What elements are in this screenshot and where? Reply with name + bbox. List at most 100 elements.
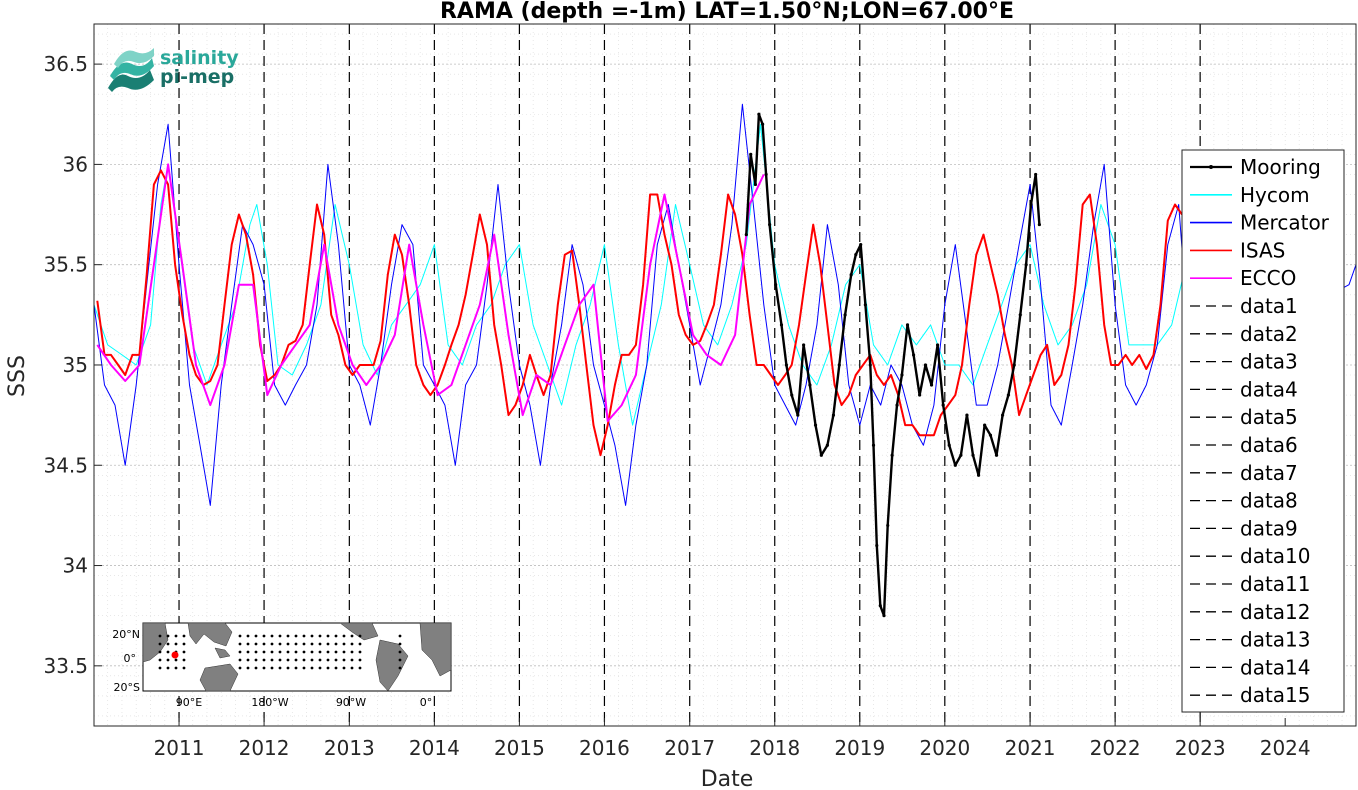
legend-item: data8 bbox=[1190, 489, 1298, 513]
mooring-dot bbox=[302, 666, 306, 670]
mooring-dot bbox=[342, 666, 346, 670]
legend-label: data4 bbox=[1240, 377, 1298, 401]
x-tick-label: 2015 bbox=[494, 736, 545, 760]
mooring-dot bbox=[262, 650, 266, 654]
x-tick-label: 2017 bbox=[664, 736, 715, 760]
mooring-point bbox=[929, 383, 934, 387]
legend-item: data2 bbox=[1190, 322, 1298, 346]
mooring-dot bbox=[294, 658, 298, 662]
y-tick-label: 34 bbox=[63, 554, 88, 578]
mooring-point bbox=[1034, 172, 1038, 177]
mooring-dot bbox=[398, 634, 402, 638]
x-tick-label: 2022 bbox=[1090, 736, 1141, 760]
mooring-point bbox=[918, 393, 922, 397]
plot-frame bbox=[93, 23, 1357, 727]
mooring-dot bbox=[326, 658, 330, 662]
mooring-point bbox=[779, 323, 784, 327]
mooring-point bbox=[959, 453, 963, 457]
legend-label: Mooring bbox=[1240, 155, 1321, 179]
mooring-point bbox=[905, 323, 910, 327]
mooring-dot bbox=[158, 642, 162, 646]
mooring-point bbox=[831, 413, 836, 417]
mooring-dot bbox=[254, 666, 258, 670]
mooring-point bbox=[947, 443, 951, 447]
mooring-dot bbox=[158, 634, 162, 638]
mooring-dot bbox=[166, 634, 170, 638]
mooring-dot bbox=[342, 634, 346, 638]
mooring-dot bbox=[334, 634, 338, 638]
mooring-point bbox=[871, 443, 876, 447]
mooring-dot bbox=[334, 642, 338, 646]
mooring-dot bbox=[318, 658, 322, 662]
mooring-dot bbox=[350, 658, 354, 662]
mooring-point bbox=[863, 303, 867, 307]
mooring-dot bbox=[310, 666, 314, 670]
mooring-point bbox=[843, 313, 847, 317]
mooring-dot bbox=[302, 650, 306, 654]
mooring-dot bbox=[254, 658, 258, 662]
legend-item: data12 bbox=[1190, 600, 1311, 624]
legend-item: Mooring bbox=[1190, 155, 1321, 179]
legend-label: Hycom bbox=[1240, 183, 1310, 207]
mooring-dot bbox=[310, 658, 314, 662]
mooring-point bbox=[895, 403, 899, 407]
legend-label: data6 bbox=[1240, 433, 1298, 457]
mooring-dot bbox=[310, 634, 314, 638]
mooring-dot bbox=[342, 642, 346, 646]
mooring-point bbox=[1029, 202, 1033, 207]
legend-label: data8 bbox=[1240, 489, 1298, 513]
mooring-dot bbox=[326, 666, 330, 670]
mooring-dot bbox=[158, 658, 162, 662]
mooring-point bbox=[1037, 222, 1041, 227]
legend-item: Mercator bbox=[1190, 211, 1330, 235]
series-line-mercator bbox=[93, 103, 1357, 506]
mooring-dot bbox=[182, 642, 186, 646]
mooring-dot bbox=[294, 634, 298, 638]
mooring-point bbox=[886, 523, 890, 528]
mooring-point bbox=[808, 383, 812, 387]
mooring-dot bbox=[166, 666, 170, 670]
y-tick-label: 35.5 bbox=[43, 253, 88, 277]
mooring-point bbox=[911, 353, 916, 357]
mooring-dot bbox=[326, 650, 330, 654]
legend-item: data13 bbox=[1190, 628, 1311, 652]
mooring-dot bbox=[262, 642, 266, 646]
legend-label: Mercator bbox=[1240, 211, 1330, 235]
y-tick-label: 36 bbox=[63, 152, 88, 176]
legend-item: Hycom bbox=[1190, 183, 1310, 207]
legend-label: data13 bbox=[1240, 628, 1311, 652]
mooring-point bbox=[859, 243, 863, 247]
mooring-dot bbox=[278, 666, 282, 670]
salinity-pi-mep-logo: salinity pi-mep bbox=[108, 47, 239, 92]
mooring-point bbox=[819, 453, 823, 457]
mooring-point bbox=[875, 543, 879, 548]
mooring-dot bbox=[246, 658, 250, 662]
x-tick-label: 2021 bbox=[1005, 736, 1056, 760]
y-tick-label: 33.5 bbox=[43, 654, 88, 678]
mooring-dot bbox=[158, 650, 162, 654]
mooring-dot bbox=[358, 658, 362, 662]
mooring-dot bbox=[174, 666, 178, 670]
mooring-dot bbox=[286, 642, 290, 646]
year-boundary-dashed-lines bbox=[178, 24, 1201, 726]
mooring-point bbox=[890, 453, 894, 457]
mooring-point bbox=[971, 453, 975, 457]
mooring-point bbox=[849, 273, 853, 277]
legend-items: Mooring Hycom Mercator ISAS ECCO data1 data2 da… bbox=[1190, 155, 1330, 707]
legend-label: data15 bbox=[1240, 683, 1311, 707]
mooring-point bbox=[825, 443, 829, 447]
inset-map: 20°N 0° 20°S 90°E 180°W 90°W 0° bbox=[112, 622, 452, 709]
mooring-point bbox=[1018, 313, 1022, 317]
mooring-dot bbox=[246, 650, 250, 654]
legend-label: data1 bbox=[1240, 294, 1298, 318]
series-line-ecco bbox=[96, 163, 765, 423]
series-line-isas bbox=[96, 169, 1183, 457]
mooring-dot bbox=[294, 642, 298, 646]
mooring-dot bbox=[270, 642, 274, 646]
legend-item: data14 bbox=[1190, 655, 1311, 679]
mooring-dot bbox=[238, 642, 242, 646]
north-america-land bbox=[339, 622, 379, 641]
mooring-dot bbox=[342, 658, 346, 662]
legend-item: data6 bbox=[1190, 433, 1298, 457]
mooring-dot bbox=[270, 658, 274, 662]
